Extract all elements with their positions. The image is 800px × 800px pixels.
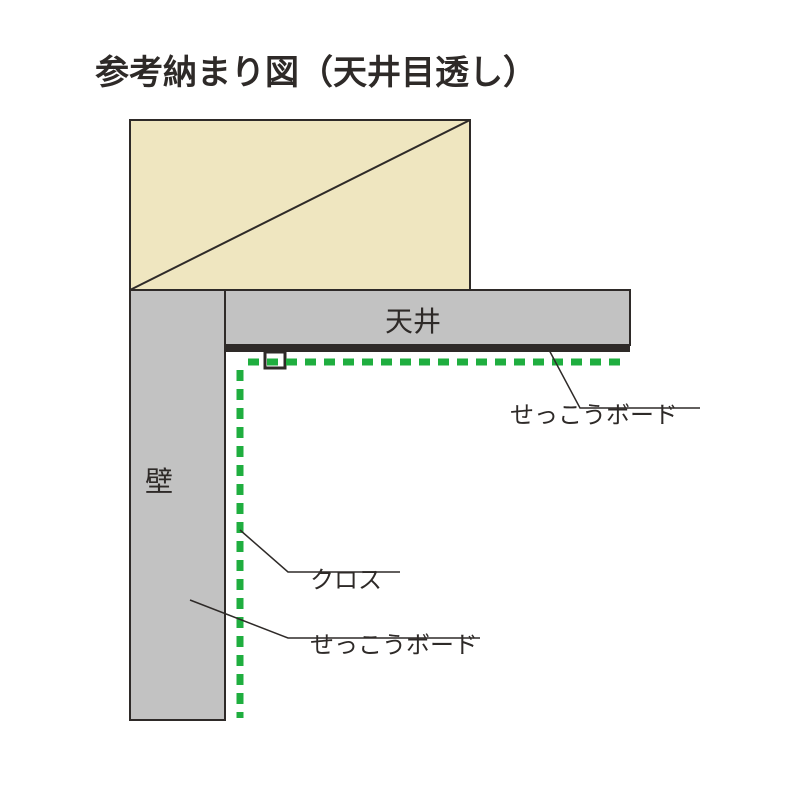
leader-lines: [190, 348, 700, 638]
diagram-canvas: 参考納まり図（天井目透し） 天井 壁 せっこうボード クロス せっこうボード: [0, 0, 800, 800]
diagram-title: 参考納まり図（天井目透し）: [95, 45, 537, 94]
diagram-svg: [0, 0, 800, 800]
label-gypsum-wall: せっこうボード: [310, 625, 478, 660]
label-wall: 壁: [145, 460, 173, 500]
beam-shape: [130, 120, 470, 290]
label-ceiling: 天井: [385, 300, 441, 340]
label-cloth: クロス: [310, 560, 382, 595]
wall-bar: [130, 290, 225, 720]
label-gypsum-ceiling: せっこうボード: [510, 395, 678, 430]
